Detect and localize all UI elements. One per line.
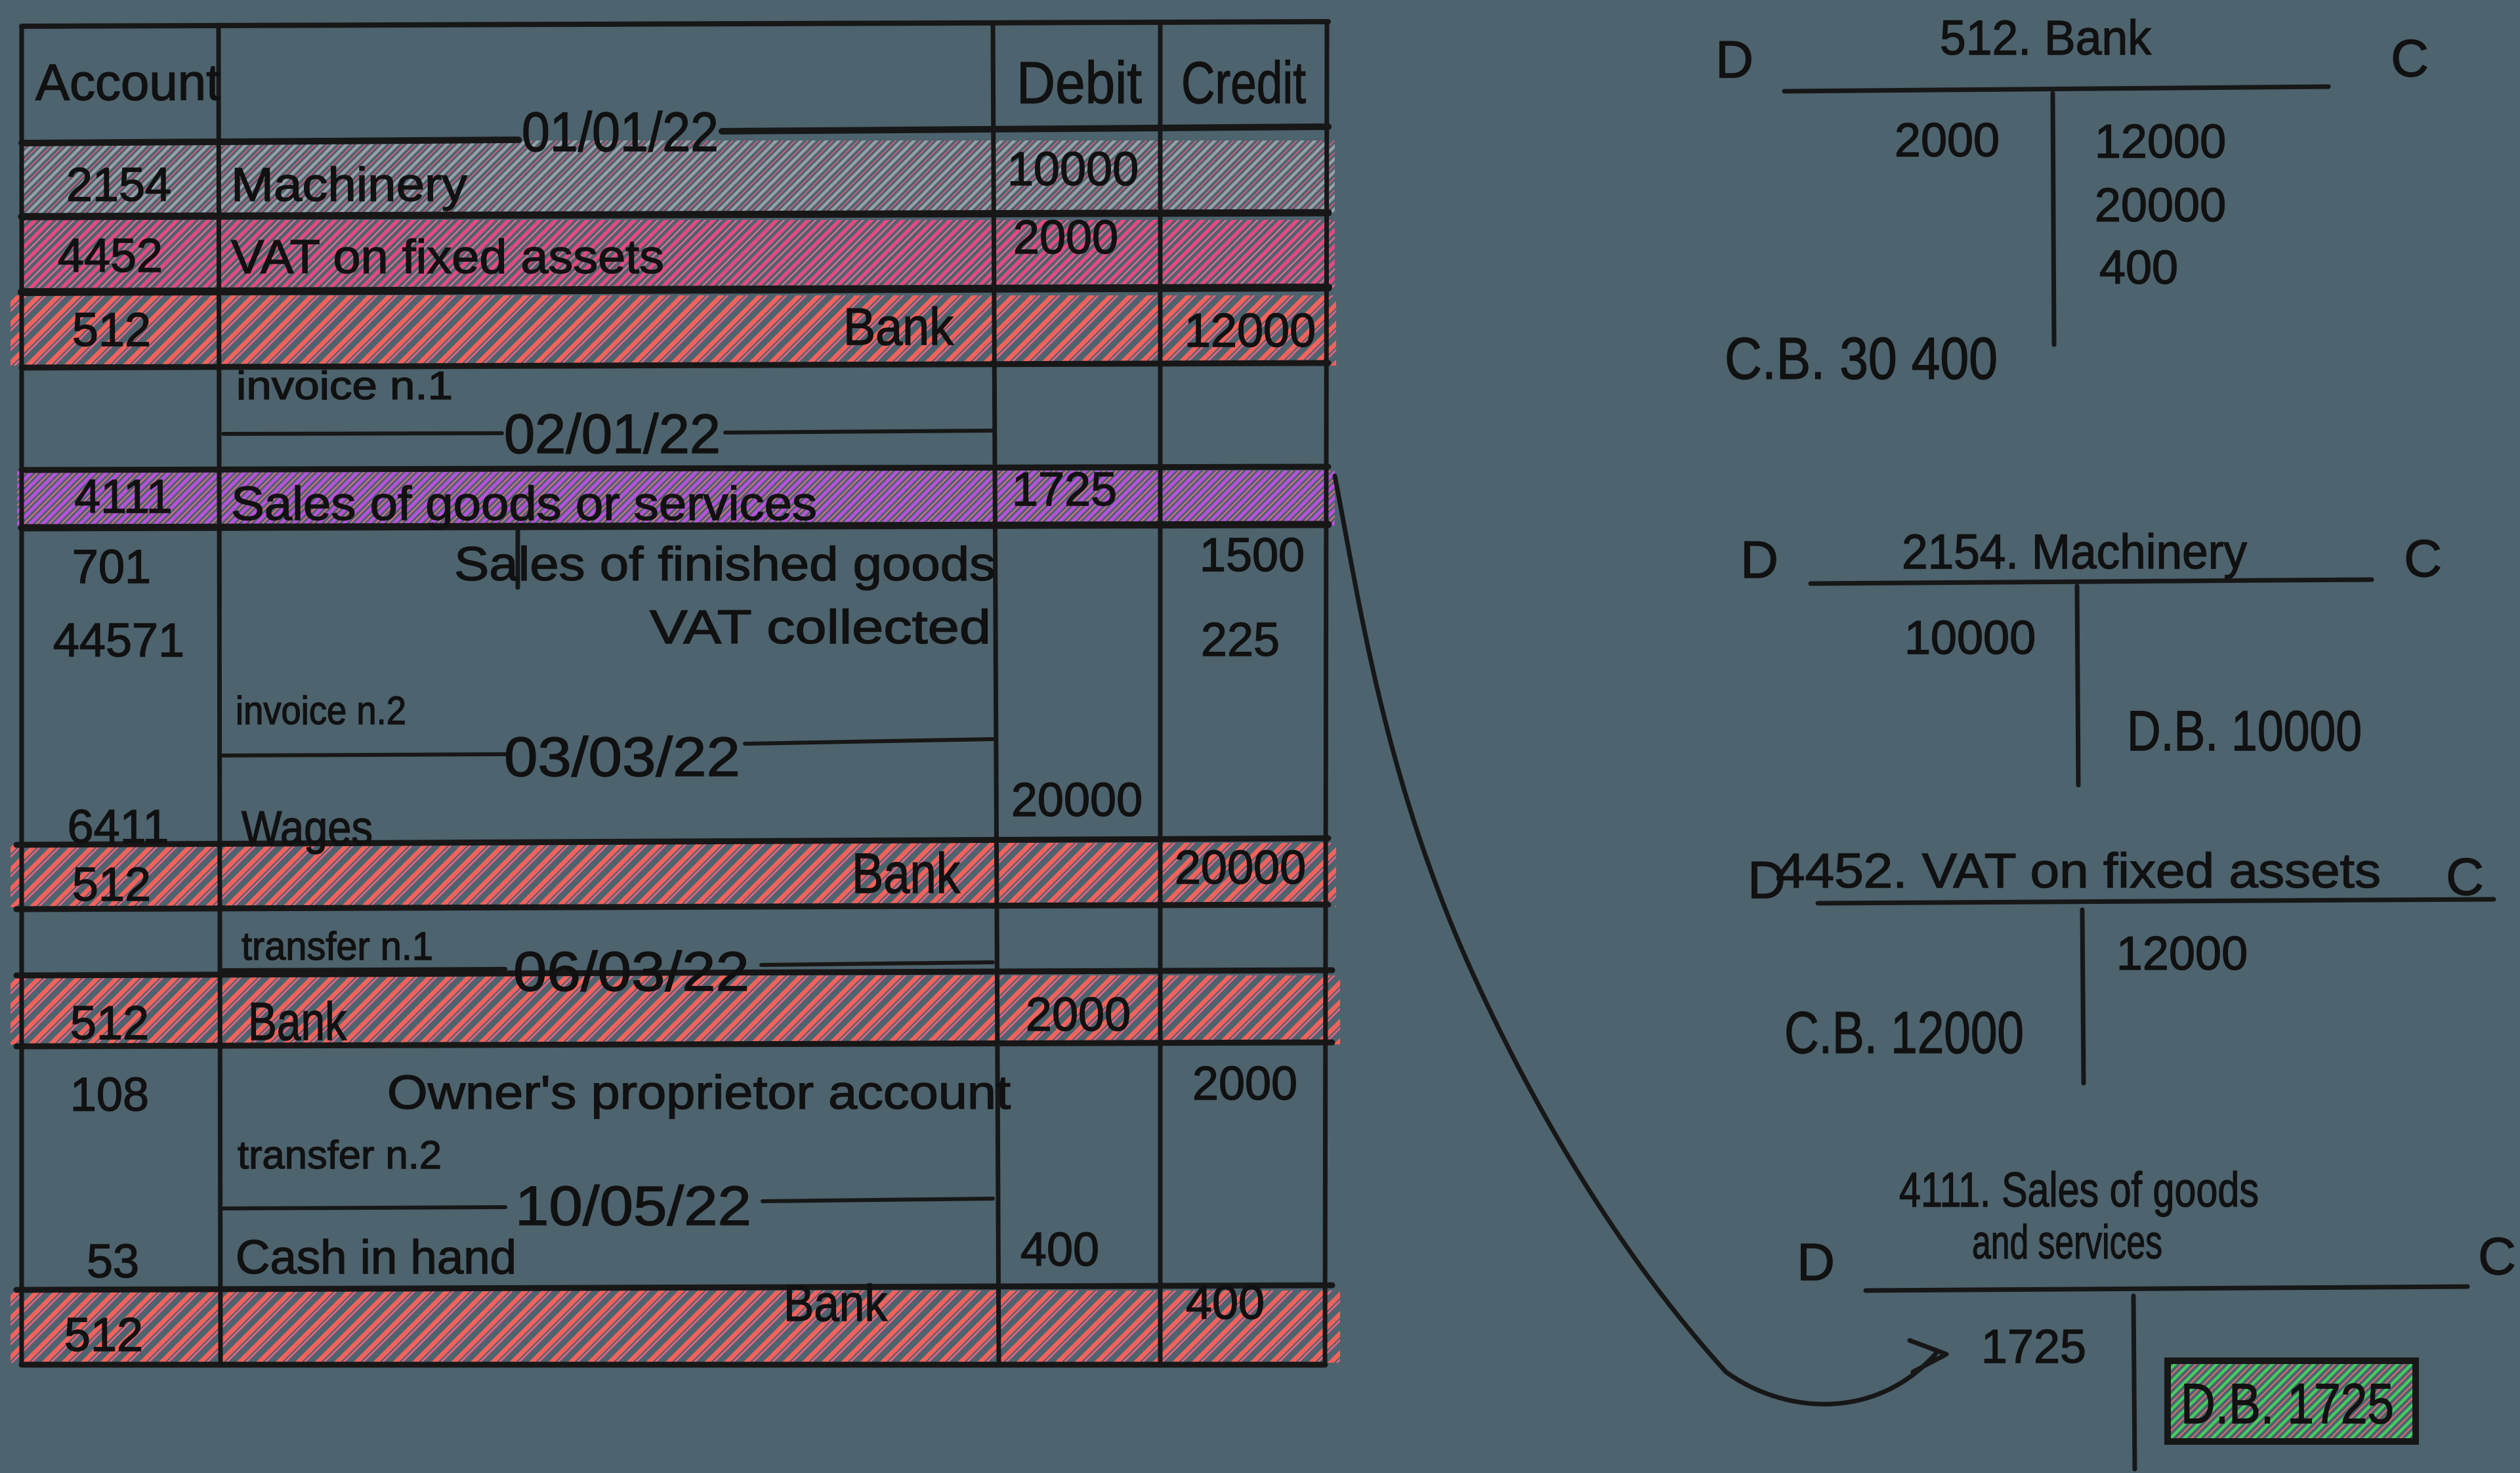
svg-text:D.B. 10000: D.B. 10000 [2127,700,2362,763]
svg-text:400: 400 [2099,242,2178,294]
svg-text:invoice n.2: invoice n.2 [236,689,406,733]
svg-text:VAT on fixed assets: VAT on fixed assets [231,231,664,284]
svg-text:10/05/22: 10/05/22 [515,1175,751,1237]
svg-text:06/03/22: 06/03/22 [513,941,749,1002]
svg-text:C.B. 30 400: C.B. 30 400 [1725,326,1998,392]
svg-text:20000: 20000 [1011,774,1143,826]
svg-text:VAT collected: VAT collected [650,601,991,654]
svg-text:225: 225 [1201,614,1280,666]
svg-text:03/03/22: 03/03/22 [504,726,740,788]
svg-text:2000: 2000 [1026,989,1131,1041]
svg-text:01/01/22: 01/01/22 [522,101,719,163]
svg-text:D.B. 1725: D.B. 1725 [2181,1373,2394,1436]
svg-text:C: C [2446,847,2484,906]
svg-text:Debit: Debit [1017,51,1142,116]
svg-text:4452. VAT on fixed assets: 4452. VAT on fixed assets [1776,843,2381,898]
svg-text:D: D [1715,30,1754,89]
svg-text:and services: and services [1972,1216,2162,1269]
svg-text:2000: 2000 [1013,211,1118,264]
svg-text:Owner's proprietor account: Owner's proprietor account [387,1067,1011,1119]
svg-text:512: 512 [64,1309,143,1361]
svg-text:Bank: Bank [784,1274,888,1332]
svg-text:Machinery: Machinery [231,159,467,211]
svg-text:Wages: Wages [242,802,373,855]
svg-text:D: D [1740,530,1778,589]
svg-text:512: 512 [72,859,151,911]
svg-text:2154: 2154 [66,159,171,211]
svg-text:2000: 2000 [1895,114,2000,167]
svg-text:Bank: Bank [843,297,954,356]
svg-text:400: 400 [1186,1277,1265,1329]
svg-text:20000: 20000 [2095,179,2226,232]
svg-text:transfer n.2: transfer n.2 [238,1133,442,1177]
svg-text:C: C [2478,1227,2516,1285]
svg-text:12000: 12000 [2116,928,2248,980]
svg-text:D: D [1748,851,1786,909]
svg-text:02/01/22: 02/01/22 [504,403,721,465]
svg-text:12000: 12000 [1185,305,1316,357]
svg-text:C.B. 12000: C.B. 12000 [1784,1000,2024,1066]
svg-text:4111: 4111 [74,471,172,523]
svg-text:invoice n.1: invoice n.1 [236,364,453,408]
svg-text:D: D [1797,1233,1835,1291]
svg-text:4111. Sales of goods: 4111. Sales of goods [1899,1163,2259,1217]
svg-text:512. Bank: 512. Bank [1940,11,2152,65]
svg-text:701: 701 [72,541,151,593]
svg-text:4452: 4452 [58,230,163,282]
svg-text:53: 53 [87,1235,139,1288]
svg-text:2154. Machinery: 2154. Machinery [1902,524,2247,579]
svg-text:1725: 1725 [1012,463,1117,516]
svg-text:Sales of goods or services: Sales of goods or services [231,478,817,530]
svg-text:C: C [2404,529,2442,587]
svg-text:Account: Account [35,53,220,111]
svg-text:1725: 1725 [1981,1321,2086,1373]
svg-text:Bank: Bank [852,842,961,905]
svg-text:20000: 20000 [1175,842,1306,894]
svg-text:2000: 2000 [1192,1057,1297,1110]
svg-text:Credit: Credit [1181,51,1306,116]
svg-text:10000: 10000 [1904,612,2036,664]
svg-text:Sales of finished goods: Sales of finished goods [454,538,996,591]
svg-text:transfer n.1: transfer n.1 [242,924,433,968]
svg-text:512: 512 [72,304,151,356]
svg-text:512: 512 [70,997,149,1050]
svg-text:12000: 12000 [2095,116,2226,168]
svg-text:Bank: Bank [248,992,347,1052]
svg-text:400: 400 [1020,1224,1099,1276]
svg-text:Cash in hand: Cash in hand [236,1231,516,1284]
svg-text:108: 108 [70,1069,149,1121]
svg-text:C: C [2391,29,2429,87]
svg-text:1500: 1500 [1200,529,1305,582]
svg-text:10000: 10000 [1007,143,1139,196]
svg-text:44571: 44571 [53,614,184,667]
svg-text:6411: 6411 [68,801,169,853]
